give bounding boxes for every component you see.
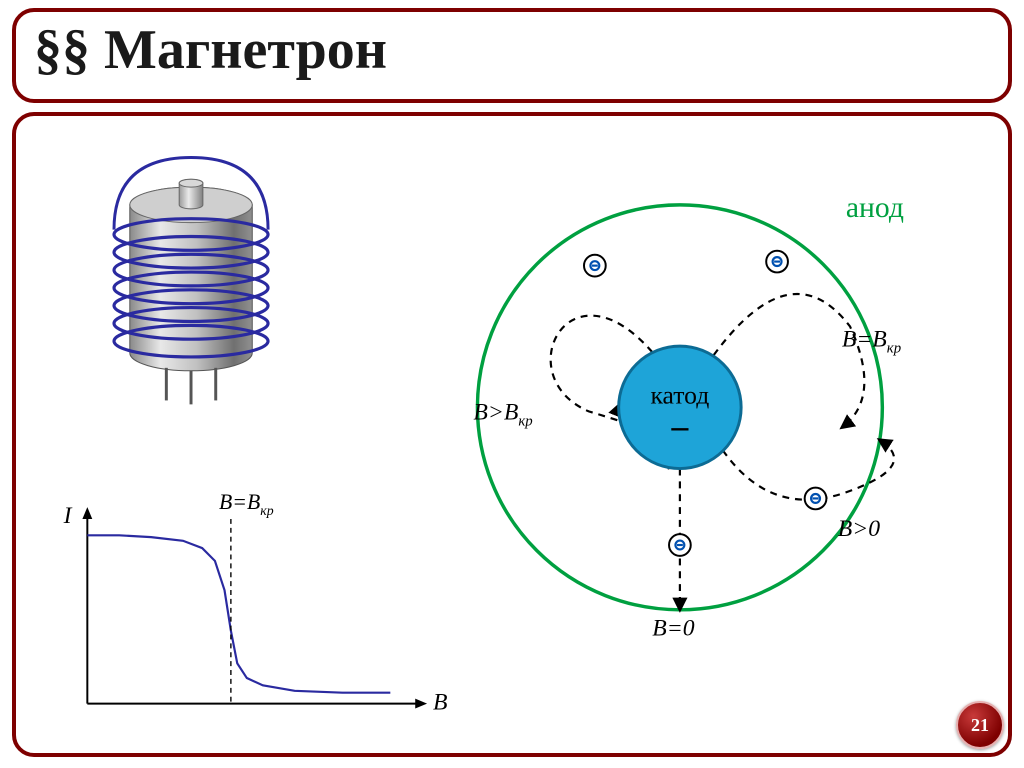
svg-text:катод: катод	[650, 380, 709, 409]
svg-text:B>Bкр: B>Bкр	[473, 399, 532, 429]
page-number-badge: 21	[956, 701, 1004, 749]
page-number: 21	[971, 715, 989, 736]
svg-text:анод: анод	[846, 192, 904, 224]
svg-text:B=Bкр: B=Bкр	[842, 327, 901, 357]
cross-section-diagram: анод катод– B=0 B>0 B=Bкр B>Bкр	[16, 116, 1008, 753]
svg-text:B>0: B>0	[838, 516, 880, 542]
svg-text:B=0: B=0	[652, 615, 694, 641]
content-panel: IBB=Bкр анодкатод–B=0B>0B=BкрB>Bкр 21	[12, 112, 1012, 757]
svg-text:–: –	[671, 408, 690, 445]
title-panel: §§ Магнетрон	[12, 8, 1012, 103]
page-title: §§ Магнетрон	[34, 18, 387, 82]
